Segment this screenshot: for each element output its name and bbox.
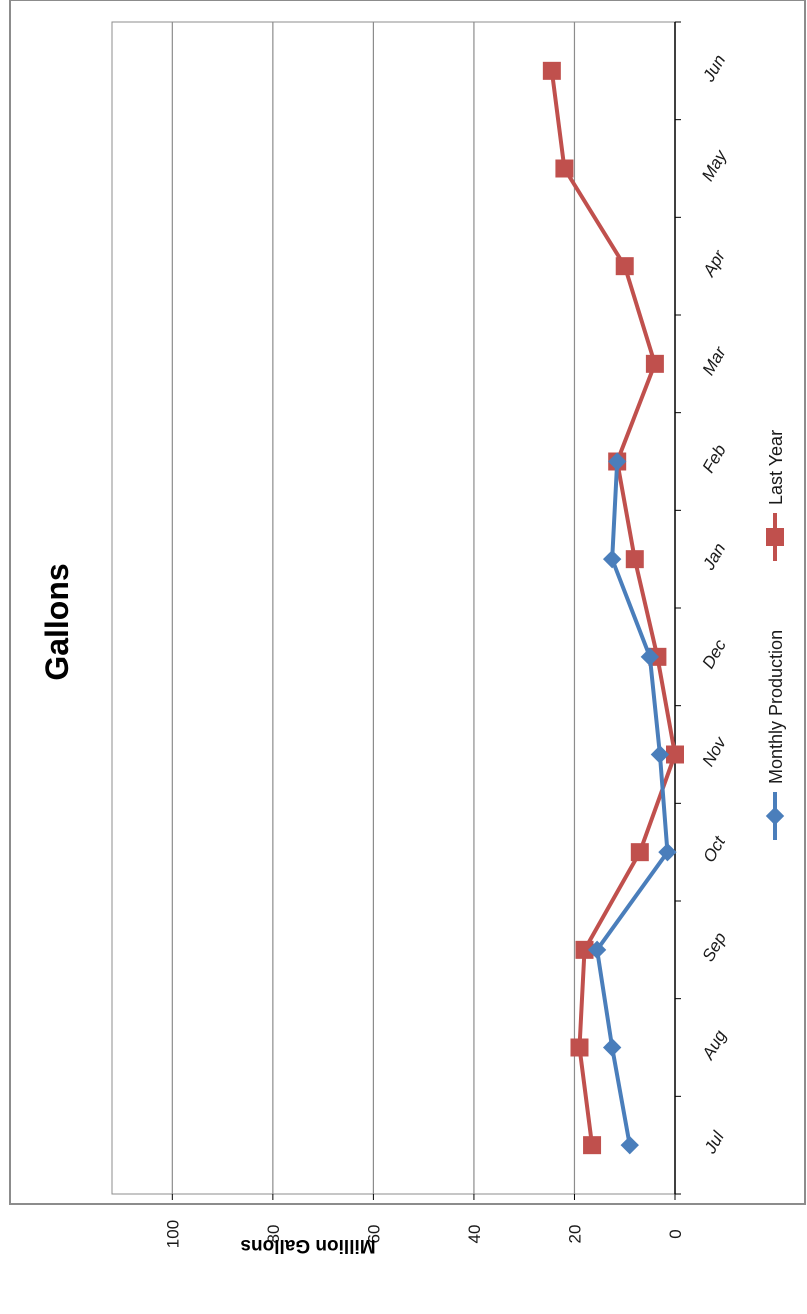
y-tick-label: 0 [666,1229,685,1238]
data-point-monthly-production [602,549,622,569]
data-point-monthly-production [602,1038,622,1057]
data-point-last-year [630,843,649,862]
chart-title: Gallons [39,563,75,680]
data-point-monthly-production [620,1135,639,1155]
series-line-last-year [549,70,677,1146]
plot-area [111,21,676,1195]
data-point-last-year [542,61,561,80]
y-tick-label: 20 [565,1225,584,1244]
axes [171,21,681,1200]
data-point-last-year [575,940,594,959]
y-tick-label: 60 [364,1225,383,1244]
data-point-monthly-production [607,452,627,471]
data-point-monthly-production [650,745,670,764]
legend-label: Monthly Production [766,630,786,784]
y-axis-label: Million Gallons [240,1235,375,1256]
data-point-monthly-production [587,940,607,960]
y-tick-label: 80 [264,1225,283,1244]
data-point-last-year [583,1136,602,1155]
data-point-monthly-production [640,647,660,667]
data-point-last-year [666,745,684,764]
data-point-last-year [570,1038,589,1057]
y-tick-label: 100 [163,1220,182,1248]
legend-marker-square [766,528,784,546]
data-point-last-year [555,159,574,178]
data-point-last-year [625,550,644,569]
data-point-last-year [645,354,664,373]
y-tick-labels: 0 20 40 60 80 100 [163,1220,685,1248]
gridlines [171,22,576,1194]
data-point-last-year [615,257,634,276]
series-line-monthly-production [595,461,670,1146]
data-point-monthly-production [658,842,677,862]
legend-marker-diamond [765,806,785,826]
legend-label: Last Year [766,430,786,505]
y-tick-label: 40 [465,1225,484,1244]
legend: Monthly Production Last Year [765,430,786,840]
series [542,61,684,1155]
